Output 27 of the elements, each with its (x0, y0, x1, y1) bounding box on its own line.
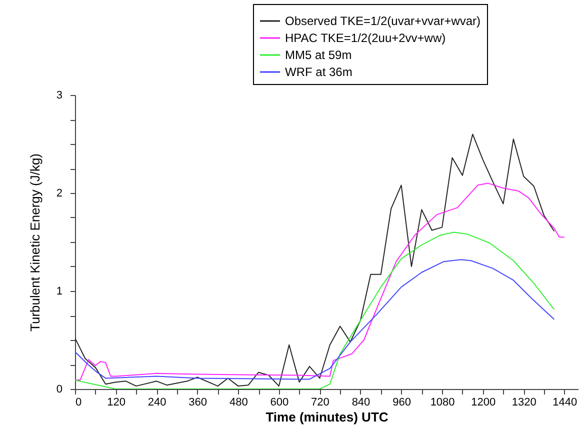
x-tick-label: 1320 (512, 396, 536, 408)
y-tick-label: 2 (56, 188, 62, 200)
x-tick-label: 480 (229, 396, 248, 408)
x-tick-label: 240 (148, 396, 166, 408)
x-tick-label: 120 (107, 396, 126, 408)
line-series (75, 134, 555, 387)
x-tick-label: 840 (352, 396, 370, 408)
legend-label: Observed TKE=1/2(uvar+vvar+wvar) (285, 14, 481, 28)
legend-label: WRF at 36m (285, 65, 352, 79)
legend-label: HPAC TKE=1/2(2uu+2vv+ww) (285, 31, 446, 45)
x-tick-label: 960 (392, 396, 411, 408)
line-series (75, 232, 555, 389)
x-tick-label: 360 (188, 396, 208, 408)
x-tick-label: 1200 (471, 396, 496, 408)
x-tick-label: 1440 (552, 396, 578, 408)
line-series (75, 182, 565, 381)
y-axis-title: Turbulent Kinetic Energy (J/kg) (27, 154, 42, 332)
x-tick-label: 1080 (430, 396, 455, 408)
y-tick-label: 3 (56, 90, 62, 102)
line-series (75, 259, 555, 380)
legend-label: MM5 at 59m (285, 48, 352, 62)
x-tick-label: 0 (76, 396, 82, 408)
y-tick-label: 1 (56, 286, 62, 298)
x-tick-label: 600 (270, 396, 289, 408)
x-axis-title: Time (minutes) UTC (266, 410, 389, 424)
x-tick-label: 720 (311, 396, 330, 408)
y-tick-label: 0 (56, 384, 62, 396)
